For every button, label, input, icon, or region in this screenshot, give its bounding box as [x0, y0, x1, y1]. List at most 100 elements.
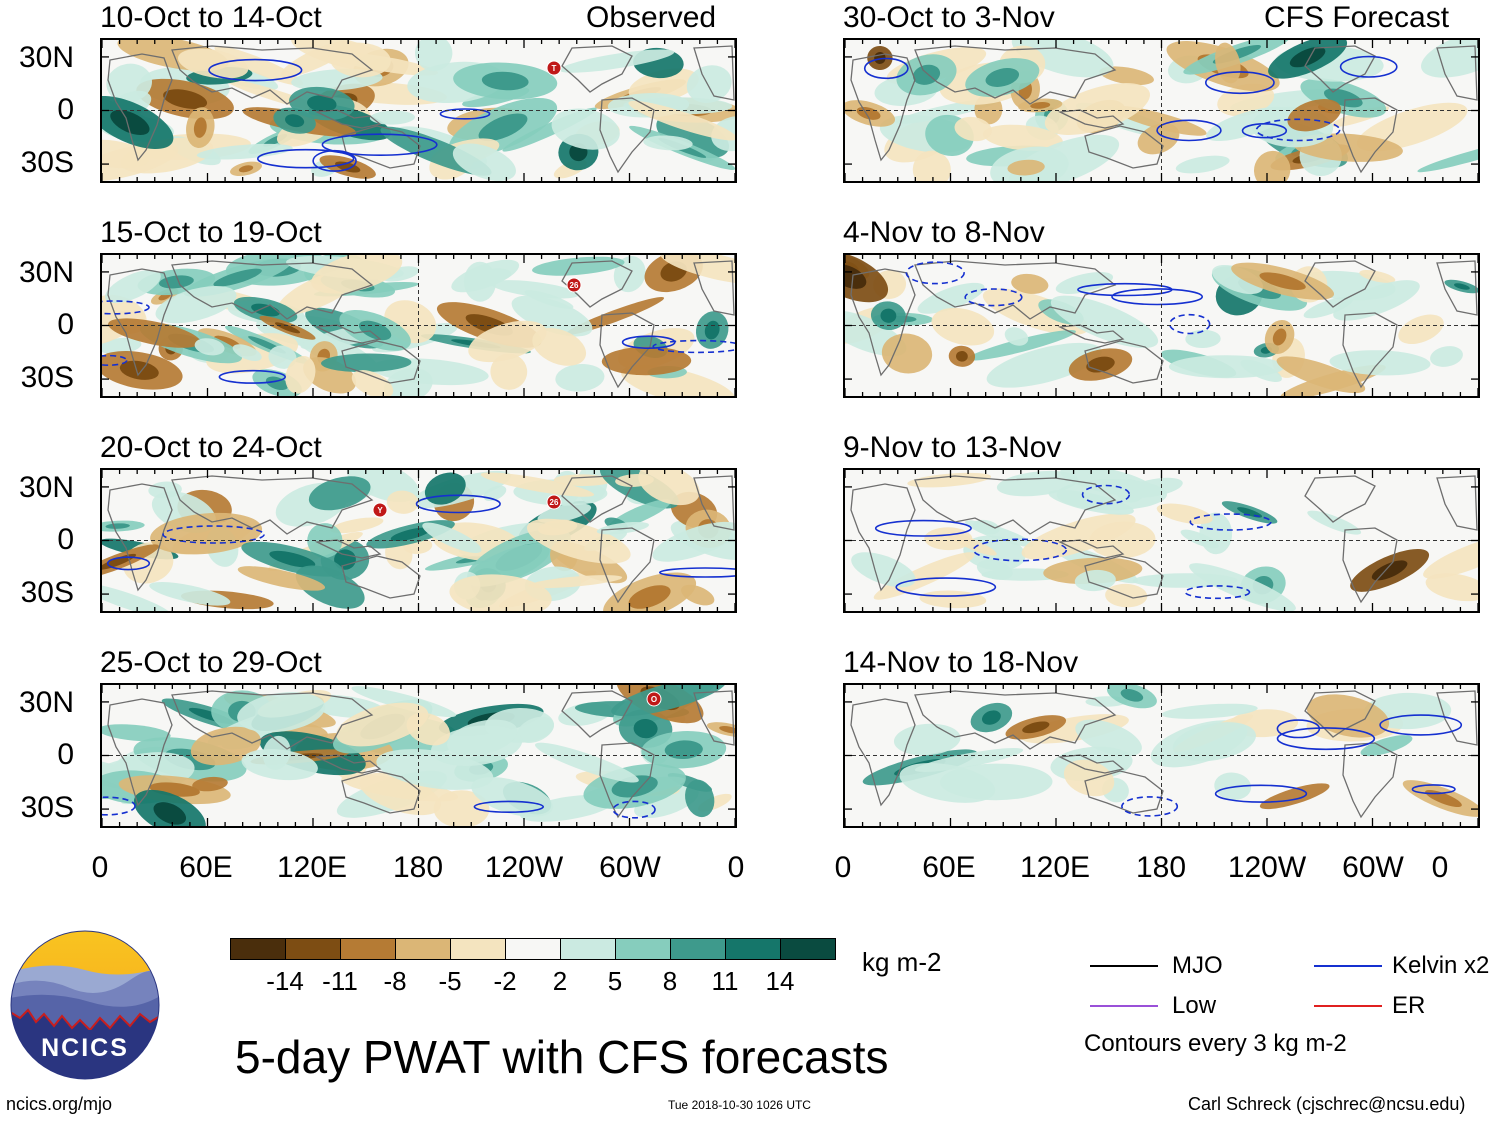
- axis-ticks: [102, 40, 735, 181]
- storm-label: T: [552, 64, 557, 73]
- ncics-logo: NCICS: [10, 930, 160, 1080]
- wave-contours: [208, 58, 491, 172]
- lon-label: 0: [1431, 851, 1449, 884]
- panel-title: 4-Nov to 8-Nov: [843, 216, 1045, 249]
- lon-label: 0: [727, 851, 745, 884]
- panel-title: 14-Nov to 18-Nov: [843, 646, 1079, 679]
- panel-title: 9-Nov to 13-Nov: [843, 431, 1062, 464]
- storm-label: O: [651, 695, 657, 704]
- footer-credit[interactable]: Carl Schreck (cjschrec@ncsu.edu): [1188, 1094, 1466, 1114]
- coastlines: [850, 45, 1478, 174]
- axis-ticks: [102, 685, 735, 826]
- storm-marker: O: [646, 691, 662, 707]
- panel-title: 15-Oct to 19-Oct: [100, 216, 322, 249]
- colorbar-swatch: [505, 938, 561, 960]
- lat-label: 30S: [20, 361, 74, 394]
- storm-label: 26: [570, 281, 579, 290]
- legend-label-kelvin: Kelvin x2: [1392, 952, 1490, 979]
- colorbar-tick-label: -11: [322, 966, 358, 996]
- colorbar-units: kg m-2: [862, 947, 942, 977]
- coastlines: [107, 690, 735, 819]
- lon-label: 180: [392, 851, 444, 884]
- colorbar-swatch: [285, 938, 341, 960]
- lat-label: 30S: [20, 791, 74, 824]
- coastlines: [850, 475, 1478, 604]
- storm-marker: T: [546, 60, 562, 76]
- colorbar-tick-label: 5: [607, 966, 623, 996]
- legend-line-mjo: [1090, 965, 1158, 967]
- lat-label: 30N: [18, 471, 74, 504]
- storm-label: Y: [377, 506, 383, 515]
- legend-line-low: [1090, 1005, 1158, 1007]
- logo-text: NCICS: [41, 1034, 129, 1062]
- colorbar-tick-label: 2: [552, 966, 568, 996]
- wave-contours: [102, 796, 656, 819]
- wave-contours: [874, 484, 1272, 600]
- lat-label: 0: [57, 738, 74, 771]
- legend-label-low: Low: [1172, 992, 1217, 1019]
- colorbar-swatch: [450, 938, 506, 960]
- colorbar-tick-label: -2: [493, 966, 517, 996]
- pwat-map: Y 26: [100, 468, 737, 613]
- pwat-map: [843, 683, 1480, 828]
- colorbar-swatch: [230, 938, 286, 960]
- lon-label: 60W: [1342, 851, 1404, 884]
- lon-label: 60E: [179, 851, 233, 884]
- panel-title: 25-Oct to 29-Oct: [100, 646, 322, 679]
- lat-label: 30N: [18, 686, 74, 719]
- colorbar-swatch: [560, 938, 616, 960]
- pwat-map: [843, 38, 1480, 183]
- logo-graphic: [10, 930, 160, 1080]
- storm-label: 26: [550, 498, 559, 507]
- coastlines: [107, 45, 735, 174]
- axis-ticks: [845, 40, 1478, 181]
- colorbar-tick-label: 11: [711, 966, 739, 996]
- wave-contours: [106, 494, 735, 578]
- lon-label: 120E: [1019, 851, 1091, 884]
- lat-label: 30N: [18, 256, 74, 289]
- legend-line-er: [1314, 1005, 1382, 1007]
- lon-label: 120W: [1227, 851, 1307, 884]
- lat-label: 0: [57, 308, 74, 341]
- footer-url[interactable]: ncics.org/mjo: [6, 1094, 113, 1114]
- lon-label: 60E: [922, 851, 976, 884]
- axis-ticks: [845, 685, 1478, 826]
- lon-label: 180: [1135, 851, 1187, 884]
- lat-label: 0: [57, 93, 74, 126]
- coastlines: [107, 475, 735, 604]
- axis-ticks: [102, 255, 735, 396]
- storm-marker: 26: [566, 277, 582, 293]
- panel-title: 30-Oct to 3-Nov: [843, 1, 1055, 34]
- legend-line-kelvin: [1314, 965, 1382, 967]
- wave-contours: [1121, 714, 1463, 817]
- axis-ticks: [845, 255, 1478, 396]
- colorbar-tick-label: -14: [266, 966, 304, 996]
- wave-contours: [863, 55, 1398, 142]
- colorbar-tick-label: 14: [765, 966, 795, 996]
- lon-label: 0: [91, 851, 109, 884]
- lat-label: 30N: [18, 41, 74, 74]
- pwat-map: 26: [100, 253, 737, 398]
- colorbar-swatch: [725, 938, 781, 960]
- pwat-map: [843, 253, 1480, 398]
- panel-title: 10-Oct to 14-Oct: [100, 1, 322, 34]
- panel-title: 20-Oct to 24-Oct: [100, 431, 322, 464]
- lat-label: 30S: [20, 146, 74, 179]
- figure-title: 5-day PWAT with CFS forecasts: [235, 1031, 889, 1083]
- colorbar-swatch: [340, 938, 396, 960]
- colorbar-tick-label: 8: [662, 966, 678, 996]
- lon-label: 60W: [599, 851, 661, 884]
- colorbar-swatch: [615, 938, 671, 960]
- colorbar-tick-label: -8: [383, 966, 407, 996]
- pwat-map: O: [100, 683, 737, 828]
- coastlines: [850, 690, 1478, 819]
- lat-label: 0: [57, 523, 74, 556]
- legend-label-er: ER: [1392, 992, 1426, 1019]
- pwat-map: T: [100, 38, 737, 183]
- panel-tag-forecast: CFS Forecast: [1264, 1, 1450, 34]
- footer-timestamp: Tue 2018-10-30 1026 UTC: [668, 1098, 811, 1112]
- lon-label: 120E: [276, 851, 348, 884]
- lon-label: 0: [834, 851, 852, 884]
- axis-ticks: [845, 470, 1478, 611]
- legend-label-mjo: MJO: [1172, 952, 1223, 979]
